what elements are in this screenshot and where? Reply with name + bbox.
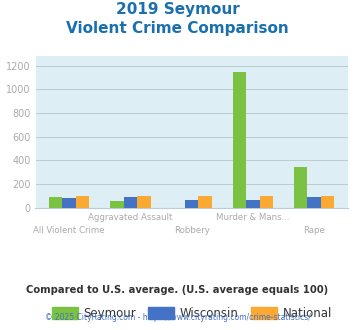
Bar [198, 196, 212, 208]
Bar [62, 198, 76, 208]
Text: Aggravated Assault: Aggravated Assault [88, 213, 173, 222]
Bar [294, 167, 307, 208]
Text: © 2025 CityRating.com - https://www.cityrating.com/crime-statistics/: © 2025 CityRating.com - https://www.city… [45, 313, 310, 322]
Bar [233, 72, 246, 208]
Text: Murder & Mans...: Murder & Mans... [216, 213, 290, 222]
Text: Compared to U.S. average. (U.S. average equals 100): Compared to U.S. average. (U.S. average … [26, 285, 329, 295]
Bar [246, 200, 260, 208]
Text: Robbery: Robbery [174, 226, 210, 235]
Bar [110, 201, 124, 208]
Bar [137, 196, 151, 208]
Bar [76, 196, 89, 208]
Bar [321, 196, 334, 208]
Bar [124, 197, 137, 208]
Text: 2019 Seymour: 2019 Seymour [116, 2, 239, 16]
Bar [49, 197, 62, 208]
Text: Violent Crime Comparison: Violent Crime Comparison [66, 21, 289, 36]
Bar [260, 196, 273, 208]
Bar [185, 200, 198, 208]
Bar [307, 197, 321, 208]
Legend: Seymour, Wisconsin, National: Seymour, Wisconsin, National [47, 302, 337, 325]
Text: Rape: Rape [303, 226, 325, 235]
Text: All Violent Crime: All Violent Crime [33, 226, 105, 235]
